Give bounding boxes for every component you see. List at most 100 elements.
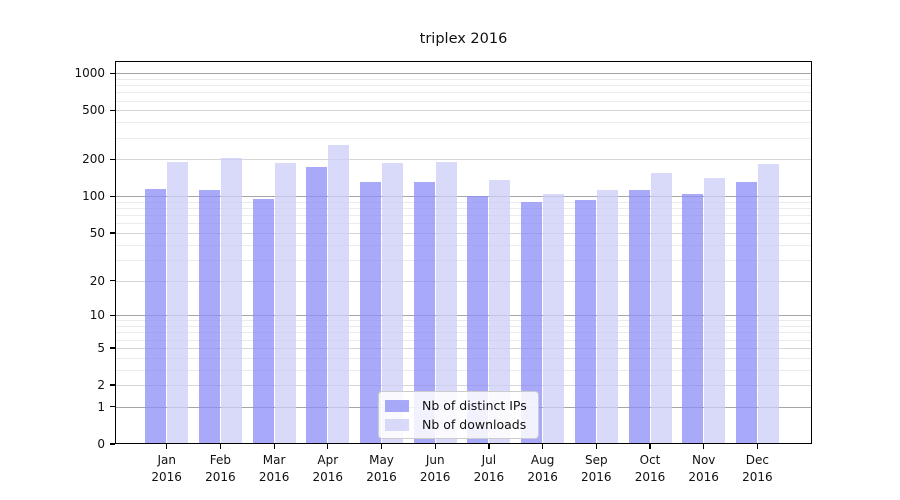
bar-distinct-ips (735, 181, 757, 444)
mid-gridline (116, 385, 811, 387)
x-tick-label-line: 2016 (688, 470, 719, 484)
bar-distinct-ips (198, 190, 220, 444)
x-tick-label: Jun 2016 (407, 452, 463, 486)
x-tick-label-line: Dec (745, 453, 769, 467)
minor-gridline (116, 223, 811, 225)
bar-distinct-ips (360, 181, 381, 444)
x-tick-label: Nov 2016 (676, 452, 732, 486)
bar-downloads (489, 179, 511, 444)
x-tick-mark (327, 444, 329, 449)
minor-gridline (116, 208, 811, 210)
y-tick-label: 500 (82, 103, 105, 118)
chart-title: triplex 2016 (419, 31, 508, 47)
bar-distinct-ips (574, 200, 596, 444)
x-tick-mark (595, 444, 597, 449)
minor-gridline (116, 92, 811, 94)
bar-distinct-ips (682, 194, 704, 444)
minor-gridline (116, 244, 811, 246)
bar-downloads (596, 189, 618, 444)
x-tick-label: Sep 2016 (568, 452, 624, 486)
legend-row: Nb of distinct IPs (385, 398, 527, 413)
y-tick-mark (110, 72, 115, 74)
x-tick-label: Jan 2016 (139, 452, 195, 486)
x-tick-mark (649, 444, 651, 449)
legend-row: Nb of downloads (385, 417, 527, 432)
x-tick-label-line: 2016 (151, 470, 182, 484)
x-tick-label: Apr 2016 (300, 452, 356, 486)
mid-gridline (116, 110, 811, 112)
y-tick-mark (110, 195, 115, 197)
y-tick-mark (110, 443, 115, 445)
y-tick-mark (110, 314, 115, 316)
minor-gridline (116, 320, 811, 322)
x-tick-mark (488, 444, 490, 449)
x-tick-label-line: 2016 (634, 470, 666, 484)
bar-downloads (220, 158, 242, 444)
x-tick-label-line: Nov (691, 453, 716, 467)
legend: Nb of distinct IPs Nb of downloads (378, 391, 539, 439)
bar-downloads (435, 161, 457, 444)
minor-gridline (116, 122, 811, 124)
y-tick-mark (110, 158, 115, 161)
bar-downloads (704, 177, 726, 444)
y-tick-label: 1000 (74, 66, 105, 81)
minor-gridline (116, 339, 811, 341)
x-tick-label-line: 2016 (581, 470, 612, 484)
x-tick-label-line: May (369, 453, 394, 467)
x-tick-label-line: Sep (584, 453, 608, 467)
x-tick-label: Jul 2016 (461, 452, 517, 486)
y-tick-mark (110, 406, 115, 408)
x-tick-label: Aug 2016 (515, 452, 571, 486)
y-tick-mark (110, 347, 115, 349)
x-tick-label-line: Jul (481, 453, 497, 467)
bar-downloads (382, 162, 403, 444)
y-tick-mark (110, 109, 115, 111)
y-tick-label: 1 (97, 399, 105, 414)
mid-gridline (116, 232, 811, 234)
x-tick-label-line: 2016 (258, 470, 290, 484)
x-tick-mark (166, 444, 168, 449)
x-tick-label-line: 2016 (419, 470, 451, 484)
y-tick-mark (110, 279, 115, 282)
minor-gridline (116, 85, 811, 87)
minor-gridline (116, 201, 811, 203)
legend-swatch (385, 399, 409, 412)
x-tick-mark (273, 444, 275, 449)
major-gridline (116, 315, 811, 317)
y-tick-label: 50 (89, 225, 105, 240)
minor-gridline (116, 137, 811, 139)
x-tick-label-line: 2016 (473, 470, 505, 484)
x-tick-label-line: Apr (317, 453, 339, 467)
x-tick-mark (756, 444, 759, 449)
bar-distinct-ips (521, 202, 543, 444)
legend-swatch (385, 418, 409, 431)
y-tick-label: 20 (89, 273, 105, 288)
bar-downloads (167, 162, 189, 444)
minor-gridline (116, 215, 811, 217)
x-tick-label: Dec 2016 (729, 452, 785, 486)
bar-distinct-ips (413, 182, 435, 444)
minor-gridline (116, 259, 811, 261)
x-tick-label-line: Feb (209, 453, 232, 467)
x-tick-mark (703, 444, 705, 449)
minor-gridline (116, 332, 811, 334)
minor-gridline (116, 357, 811, 359)
major-gridline (116, 196, 811, 198)
y-tick-label: 100 (82, 189, 105, 204)
x-tick-label: Mar 2016 (246, 452, 302, 486)
x-tick-label-line: 2016 (527, 470, 558, 484)
x-tick-label: May 2016 (354, 452, 410, 486)
bar-downloads (328, 145, 350, 444)
bar-downloads (274, 163, 296, 444)
bar-distinct-ips (467, 195, 489, 444)
x-tick-label-line: Jun (425, 453, 445, 467)
x-tick-label: Feb 2016 (192, 452, 248, 486)
minor-gridline (116, 369, 811, 371)
x-tick-mark (380, 444, 383, 449)
x-tick-label: Oct 2016 (622, 452, 678, 486)
x-tick-label-line: 2016 (205, 470, 236, 484)
y-tick-label: 5 (97, 340, 105, 355)
x-tick-label-line: Mar (262, 453, 286, 467)
major-gridline (116, 73, 811, 75)
